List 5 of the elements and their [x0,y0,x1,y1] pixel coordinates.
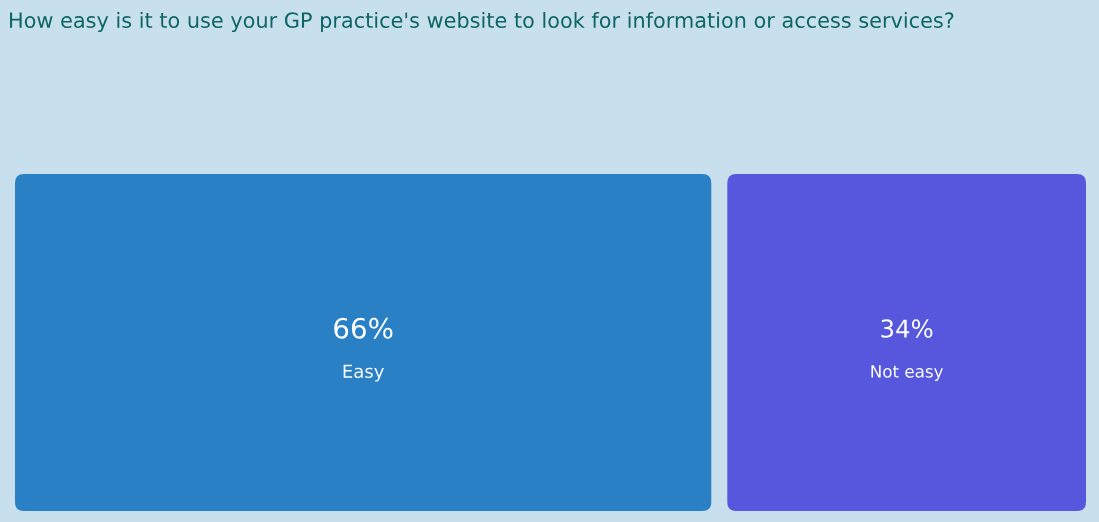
category-label: Easy [343,364,384,382]
category-label: Not easy [871,365,943,381]
data-label: 66% [334,317,393,339]
data-label: 34% [881,319,933,338]
text: How easy is it to use your GP practice's website to look for information or access services? [10,11,954,33]
